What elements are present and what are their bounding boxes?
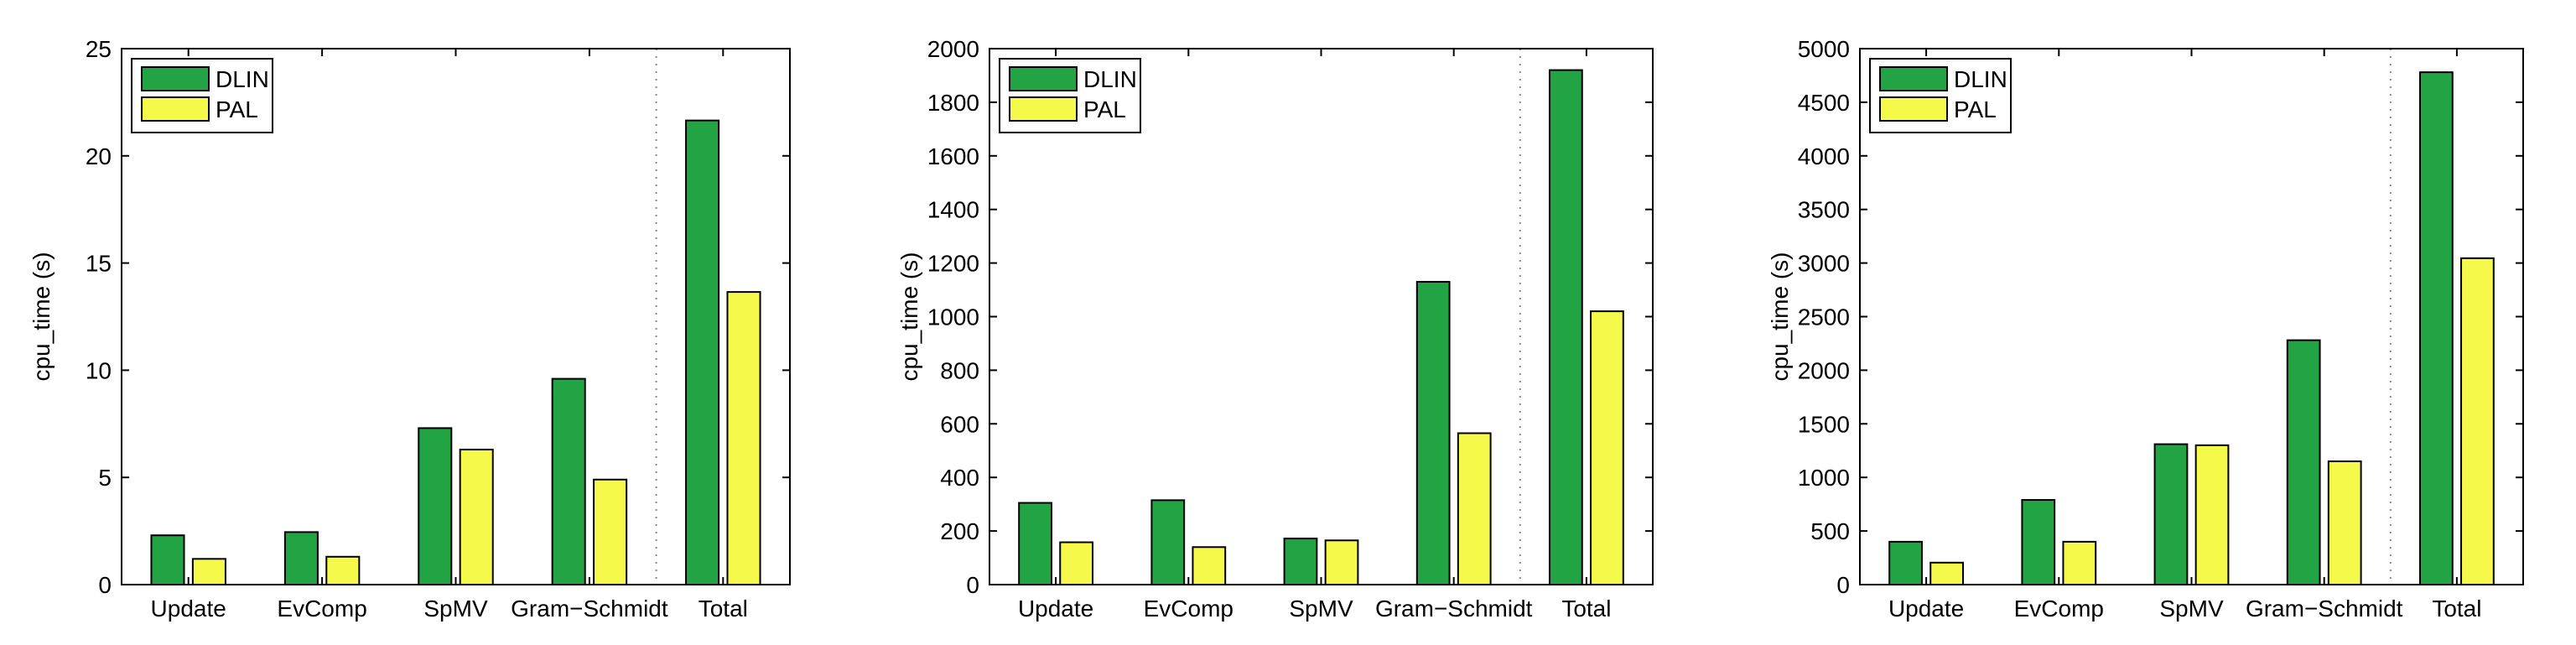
x-tick-label-gram-schmidt: Gram−Schmidt [2246, 596, 2403, 622]
legend-label-pal: PAL [1954, 96, 1997, 122]
y-axis-label: cpu_time (s) [896, 252, 922, 381]
legend-swatch-pal [141, 96, 210, 122]
bar-dlin-spmv [418, 427, 453, 585]
legend: DLIN PAL [131, 58, 273, 133]
bar-dlin-gram-schmidt [2286, 339, 2321, 585]
y-tick-label: 0 [1836, 572, 1850, 598]
legend-swatch-dlin [141, 66, 210, 91]
bar-dlin-spmv [2153, 443, 2189, 585]
x-tick-label-spmv: SpMV [1289, 596, 1353, 622]
bar-pal-spmv [1324, 539, 1359, 585]
y-tick-label: 2500 [1798, 304, 1850, 330]
x-tick-label-update: Update [1018, 596, 1093, 622]
bar-dlin-evcomp [1150, 499, 1186, 585]
y-tick-label: 2000 [927, 36, 979, 62]
y-tick-label: 1600 [927, 143, 979, 169]
y-tick-label: 5000 [1798, 36, 1850, 62]
bar-pal-spmv [459, 448, 494, 585]
legend-label-dlin: DLIN [1083, 66, 1137, 92]
legend-swatch-dlin [1879, 66, 1948, 91]
bar-dlin-update [1888, 540, 1923, 586]
x-tick-label-spmv: SpMV [2159, 596, 2224, 622]
legend-swatch-pal [1879, 96, 1948, 122]
chart-1: 0 5 10 15 20 25 Update EvComp SpMV Gram−Schmidt To… [29, 36, 791, 622]
y-tick-label: 10 [86, 357, 112, 383]
bar-dlin-update [1018, 502, 1052, 585]
legend-label-dlin: DLIN [216, 66, 269, 92]
bar-dlin-evcomp [2021, 499, 2056, 586]
y-tick-label: 3000 [1798, 251, 1850, 277]
y-tick-label: 1400 [927, 197, 979, 223]
bar-pal-evcomp [1192, 546, 1227, 586]
bar-pal-total [2460, 257, 2495, 585]
x-tick-label-evcomp: EvComp [2014, 596, 2104, 622]
bar-dlin-update [150, 534, 185, 585]
y-tick-label: 25 [86, 36, 112, 62]
y-tick-label: 1200 [927, 251, 979, 277]
bar-pal-gram-schmidt [2327, 460, 2362, 586]
x-tick-label-evcomp: EvComp [1144, 596, 1233, 622]
chart-2: 0 200 400 600 800 1000 1200 1400 1600 1800 2000 Upd… [896, 36, 1654, 622]
bar-pal-gram-schmidt [1457, 432, 1492, 585]
legend-label-pal: PAL [216, 96, 258, 122]
bar-pal-gram-schmidt [593, 478, 628, 585]
bar-pal-update [1059, 541, 1094, 585]
y-tick-label: 4500 [1798, 90, 1850, 116]
x-tick-label-total: Total [699, 596, 748, 622]
chart-3: 0 500 1000 1500 2000 2500 3000 3500 4000 4500 5000… [1767, 36, 2524, 622]
x-tick-label-gram-schmidt: Gram−Schmidt [1375, 596, 1533, 622]
legend: DLIN PAL [1869, 58, 2012, 133]
x-tick-label-evcomp: EvComp [277, 596, 366, 622]
bar-dlin-evcomp [283, 531, 319, 585]
y-tick-label: 1000 [1798, 465, 1850, 491]
x-tick-label-update: Update [1888, 596, 1964, 622]
y-axis-label: cpu_time (s) [29, 252, 55, 381]
x-tick-label-spmv: SpMV [423, 596, 488, 622]
bar-dlin-total [1548, 69, 1583, 585]
y-tick-label: 600 [940, 411, 979, 437]
y-tick-label: 0 [98, 572, 112, 598]
y-tick-label: 4000 [1798, 143, 1850, 169]
x-tick-label-gram-schmidt: Gram−Schmidt [511, 596, 668, 622]
bar-pal-update [1929, 561, 1965, 586]
bar-dlin-gram-schmidt [1415, 280, 1451, 585]
x-tick-label-total: Total [2432, 596, 2481, 622]
y-tick-label: 15 [86, 251, 112, 277]
y-tick-label: 500 [1810, 518, 1850, 544]
y-tick-label: 1000 [927, 304, 979, 330]
bar-pal-evcomp [2062, 540, 2097, 586]
bar-dlin-gram-schmidt [551, 377, 586, 585]
bar-dlin-total [2418, 71, 2454, 585]
bar-pal-total [1590, 310, 1624, 585]
legend-swatch-pal [1009, 96, 1078, 122]
y-axis-label: cpu_time (s) [1767, 252, 1793, 381]
y-tick-label: 200 [940, 518, 979, 544]
bar-pal-total [726, 291, 761, 585]
y-tick-label: 800 [940, 357, 979, 383]
y-tick-label: 3500 [1798, 197, 1850, 223]
bar-pal-update [191, 558, 226, 586]
legend: DLIN PAL [999, 58, 1141, 133]
bar-dlin-spmv [1283, 538, 1318, 586]
y-tick-label: 0 [966, 572, 979, 598]
bar-pal-evcomp [325, 555, 361, 585]
y-tick-label: 2000 [1798, 357, 1850, 383]
y-tick-label: 1500 [1798, 411, 1850, 437]
bar-pal-spmv [2194, 444, 2230, 585]
y-tick-label: 1800 [927, 90, 979, 116]
x-tick-label-total: Total [1561, 596, 1611, 622]
legend-label-dlin: DLIN [1954, 66, 2007, 92]
legend-swatch-dlin [1009, 66, 1078, 91]
legend-label-pal: PAL [1083, 96, 1126, 122]
x-tick-label-update: Update [151, 596, 226, 622]
y-tick-label: 5 [98, 465, 112, 491]
y-tick-label: 20 [86, 143, 112, 169]
bar-dlin-total [685, 119, 720, 586]
y-tick-label: 400 [940, 465, 979, 491]
